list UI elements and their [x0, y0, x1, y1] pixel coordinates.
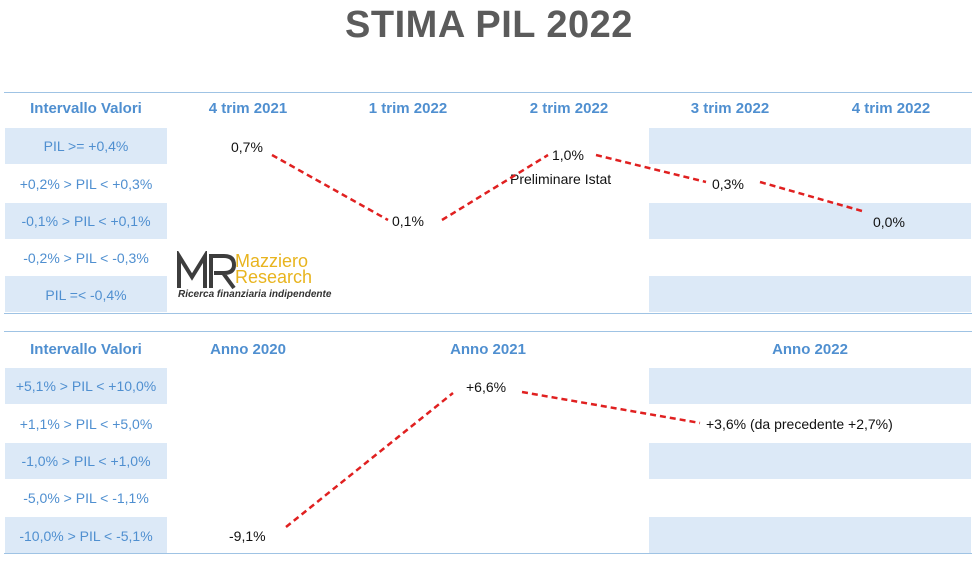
row-label: +5,1% > PIL < +10,0%	[15, 378, 157, 394]
row-header-label: Intervallo Valori	[30, 100, 142, 117]
table-top-border	[4, 92, 972, 93]
trend-segment	[441, 153, 549, 222]
row-band	[5, 517, 167, 553]
row-label: -5,0% > PIL < -1,1%	[23, 490, 149, 506]
column-header: 4 trim 2021	[208, 100, 288, 117]
trend-segment	[759, 180, 863, 213]
row-band	[649, 443, 971, 479]
data-label: 0,3%	[712, 176, 744, 192]
data-label: +3,6% (da precedente +2,7%)	[706, 416, 893, 432]
row-label: PIL =< -0,4%	[45, 287, 127, 303]
data-label: 0,0%	[873, 214, 905, 230]
column-header: Anno 2020	[210, 341, 286, 358]
trend-segment	[521, 390, 701, 425]
logo-tagline: Ricerca finanziaria indipendente	[178, 289, 332, 300]
data-label: 1,0%	[552, 147, 584, 163]
brand-logo: Mazziero Research Ricerca finanziaria in…	[176, 251, 336, 307]
page-title: STIMA PIL 2022	[345, 4, 633, 46]
column-header: 1 trim 2022	[368, 100, 448, 117]
row-band	[5, 203, 167, 239]
row-band	[649, 368, 971, 404]
row-header-label: Intervallo Valori	[30, 341, 142, 358]
table-top-border	[4, 331, 972, 332]
data-label: 0,1%	[392, 213, 424, 229]
row-label: -0,2% > PIL < -0,3%	[23, 250, 149, 266]
trend-segment	[595, 153, 707, 184]
table-bottom-border	[4, 313, 972, 314]
mr-monogram-icon	[177, 251, 236, 290]
row-label: +1,1% > PIL < +5,0%	[19, 416, 153, 432]
row-label: PIL >= +0,4%	[43, 138, 129, 154]
column-header: 2 trim 2022	[529, 100, 609, 117]
row-label: -1,0% > PIL < +1,0%	[21, 453, 151, 469]
logo-text: Research	[235, 267, 313, 287]
row-band	[5, 128, 167, 164]
column-header: Anno 2022	[772, 341, 848, 358]
column-header: 3 trim 2022	[690, 100, 770, 117]
data-label: -9,1%	[229, 528, 266, 544]
row-band	[649, 128, 971, 164]
row-label: -0,1% > PIL < +0,1%	[21, 213, 151, 229]
row-label: -10,0% > PIL < -5,1%	[19, 528, 153, 544]
row-band	[5, 368, 167, 404]
annotation: Preliminare Istat	[510, 171, 612, 187]
row-label: +0,2% > PIL < +0,3%	[19, 176, 153, 192]
data-label: +6,6%	[466, 379, 507, 395]
row-band	[5, 443, 167, 479]
trend-segment	[271, 153, 389, 222]
row-band	[649, 517, 971, 553]
logo-text: Mazziero	[235, 251, 309, 271]
data-label: 0,7%	[231, 139, 263, 155]
row-band	[5, 276, 167, 312]
trend-segment	[285, 392, 454, 528]
row-band	[649, 276, 971, 312]
row-band	[649, 203, 971, 239]
table-bottom-border	[4, 553, 972, 554]
column-header: 4 trim 2022	[851, 100, 931, 117]
column-header: Anno 2021	[450, 341, 526, 358]
